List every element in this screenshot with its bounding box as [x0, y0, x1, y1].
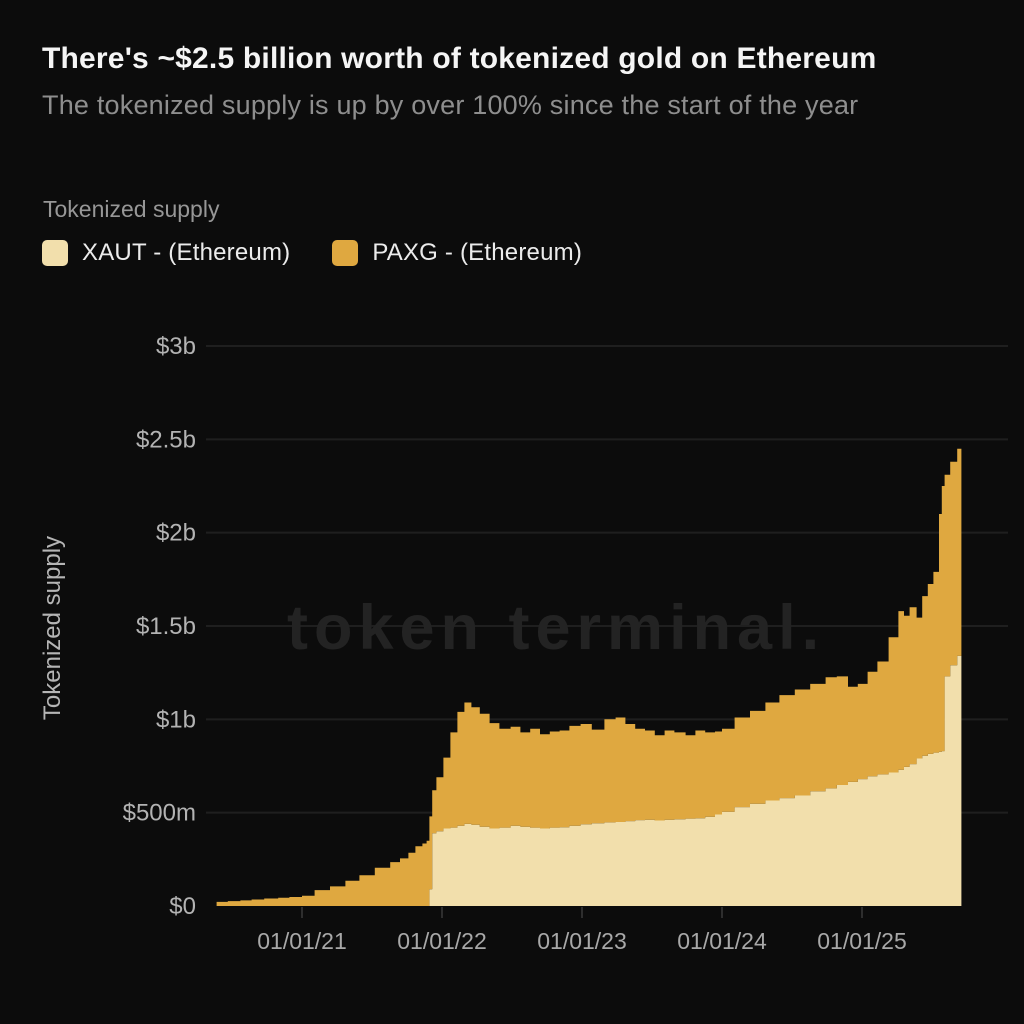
axis-labels: $0 $500m $1b $1.5b $2b $2.5b $3b 01/01/21 01/01/… [123, 333, 907, 954]
xaut-color-swatch [42, 240, 68, 266]
x-axis-ticks [301, 907, 863, 918]
legend-label-xaut: XAUT - (Ethereum) [82, 239, 291, 266]
y-tick-label: $0 [169, 893, 196, 920]
page-subtitle: The tokenized supply is up by over 100% … [42, 90, 859, 120]
x-tick-label: 01/01/24 [677, 928, 767, 954]
y-tick-label: $2b [156, 520, 196, 547]
legend-item-paxg: PAXG - (Ethereum) [332, 239, 582, 267]
x-tick-label: 01/01/21 [257, 928, 347, 954]
x-tick-label: 01/01/22 [397, 928, 487, 954]
y-axis-title: Tokenized supply [39, 536, 66, 720]
xaut-area [216, 647, 962, 906]
y-tick-label: $500m [123, 800, 196, 827]
y-tick-label: $3b [156, 333, 196, 360]
token-terminal-watermark: token terminal. [287, 593, 825, 663]
stacked-areas [216, 435, 962, 906]
y-tick-label: $2.5b [136, 426, 196, 453]
paxg-color-swatch [332, 240, 359, 266]
y-tick-label: $1.5b [136, 613, 196, 640]
paxg-area [216, 435, 962, 906]
x-tick-label: 01/01/23 [537, 928, 627, 954]
legend-title: Tokenized supply [43, 196, 220, 222]
x-tick-label: 01/01/25 [817, 928, 907, 954]
legend-item-xaut: XAUT - (Ethereum) [42, 239, 290, 267]
legend: XAUT - (Ethereum) PAXG - (Ethereum) [42, 239, 582, 267]
y-tick-label: $1b [156, 706, 196, 733]
page-title: There's ~$2.5 billion worth of tokenized… [42, 42, 877, 75]
legend-label-paxg: PAXG - (Ethereum) [372, 239, 583, 266]
